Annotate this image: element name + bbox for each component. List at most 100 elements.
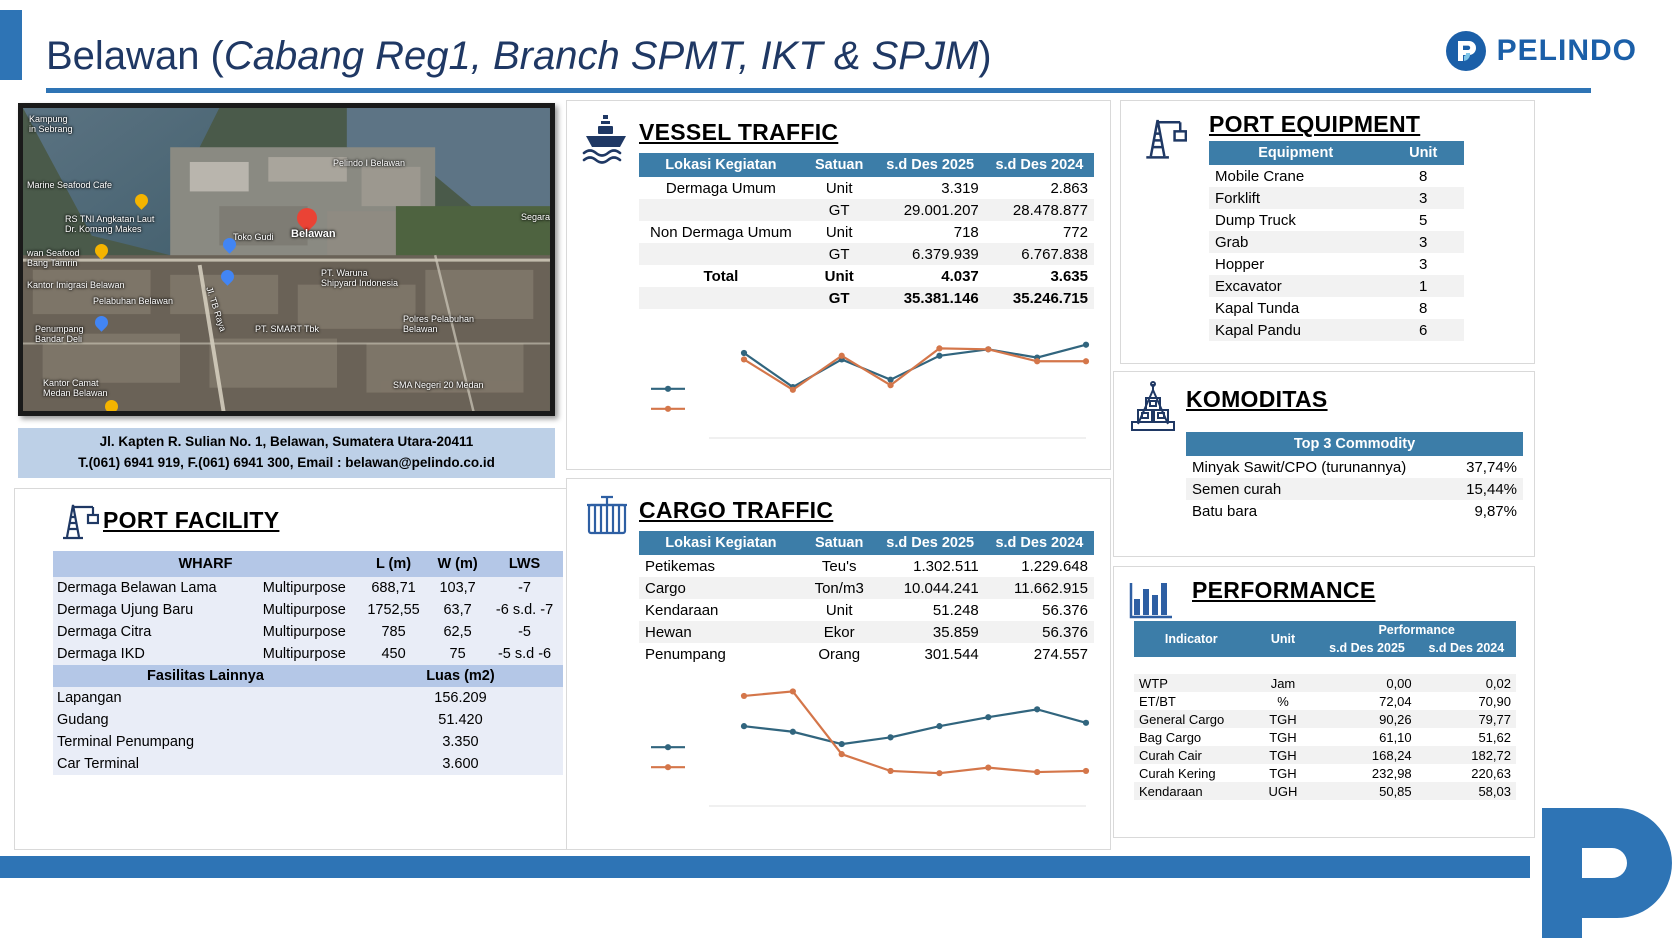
ct-location: Penumpang	[645, 645, 726, 663]
pf-wharf-name: Dermaga Ujung Baru	[53, 599, 251, 621]
chart-point	[789, 386, 796, 393]
perf-indicator: WTP	[1139, 675, 1168, 691]
pf-wharf-name: Dermaga Citra	[53, 621, 251, 643]
footer-bar	[0, 856, 1530, 878]
pf-col-unit: Unit	[1248, 621, 1318, 657]
table-row: GT 29.001.207 28.478.877	[639, 199, 1094, 221]
perf-value-2025: 0,00	[1386, 675, 1412, 691]
table-row: Semen curah 15,44%	[1186, 478, 1523, 500]
ct-location: Cargo	[645, 579, 686, 597]
pf-col-2024: s.d Des 2024	[1416, 639, 1516, 657]
table-row: Dermaga Umum Unit 3.319 2.863	[639, 177, 1094, 199]
eq-col-unit: Unit	[1382, 141, 1464, 165]
vt-value-2025: 29.001.207	[903, 201, 979, 219]
pf-col-performance-group: Performance	[1317, 621, 1516, 639]
vt-value-2025: 6.379.939	[912, 245, 979, 263]
eq-unit: 3	[1419, 189, 1428, 207]
perf-value-2024: 51,62	[1478, 729, 1511, 745]
page-title-italic: Cabang Reg1, Branch SPMT, IKT & SPJM	[223, 34, 979, 78]
ct-unit: Ton/m3	[814, 579, 864, 597]
port-facility-table: WHARF L (m) W (m) LWS Dermaga Belawan La…	[53, 551, 563, 775]
ct-value-2024: 1.229.648	[1021, 557, 1088, 575]
vt-value-2024: 28.478.877	[1012, 201, 1088, 219]
address-block: Jl. Kapten R. Sulian No. 1, Belawan, Sum…	[18, 428, 555, 478]
pelindo-corner-mark-icon	[1542, 808, 1672, 938]
brand-logo: PELINDO	[1445, 30, 1637, 72]
port-facility-body: Dermaga Belawan Lama Multipurpose 688,71 10…	[53, 577, 563, 775]
chart-point	[1082, 358, 1090, 365]
chart-point	[740, 356, 748, 363]
table-spacer-row	[1134, 657, 1516, 674]
chart-point	[936, 345, 943, 352]
map-label: Segara	[521, 212, 551, 222]
ct-unit: Ekor	[823, 623, 855, 641]
perf-unit: TGH	[1269, 747, 1297, 763]
vt-col-2025: s.d Des 2025	[875, 153, 985, 177]
komoditas-card: KOMODITAS Top 3 Commodity Minyak Sawit/C…	[1113, 371, 1535, 557]
table-row: Terminal Penumpang 3.350	[53, 731, 563, 753]
ct-location: Kendaraan	[645, 601, 719, 619]
vt-unit: GT	[828, 245, 850, 263]
pf-other-name: Car Terminal	[53, 753, 358, 775]
table-row: Kendaraan UGH 50,85 58,03	[1134, 782, 1516, 800]
table-header-row: s.d Des 2025 s.d Des 2024	[1134, 639, 1516, 657]
ct-value-2025: 301.544	[924, 645, 979, 663]
table-row: Kapal Tunda 8	[1209, 297, 1464, 319]
eq-unit: 3	[1419, 255, 1428, 273]
performance-body: WTP Jam 0,00 0,02 ET/BT% 72,04 70,90 General Ca…	[1134, 657, 1516, 800]
chart-line-1	[743, 708, 1087, 746]
table-row: Excavator 1	[1209, 275, 1464, 297]
eq-name: Grab	[1215, 233, 1249, 251]
vt-location	[639, 243, 803, 265]
chart-legend-marker	[664, 764, 672, 771]
table-header-row: Lokasi Kegiatan Satuan s.d Des 2025 s.d …	[639, 531, 1094, 555]
pf-other-value: 3.350	[357, 731, 563, 753]
table-row: Lapangan 156.209	[53, 687, 563, 709]
bar-chart-icon	[1129, 583, 1172, 619]
eq-name: Excavator	[1215, 277, 1282, 295]
chart-point	[936, 723, 943, 730]
chart-line-2	[743, 347, 1086, 392]
container-icon	[587, 495, 627, 535]
perf-value-2024: 58,03	[1478, 783, 1511, 799]
cargo-traffic-body: Petikemas Teu's 1.302.511 1.229.648 Cargo Ton…	[639, 555, 1094, 665]
chart-point	[789, 728, 796, 735]
eq-name: Kapal Tunda	[1215, 299, 1300, 317]
map-label: SMA Negeri 20 Medan	[393, 380, 484, 390]
pf-other-value: 156.209	[357, 687, 563, 709]
pf-sub-area: Luas (m2)	[357, 665, 563, 687]
perf-unit: Jam	[1270, 675, 1296, 691]
vt-location: Non Dermaga Umum	[650, 223, 792, 241]
ct-unit: Orang	[818, 645, 861, 663]
map-label: Toko Gudi	[233, 232, 274, 242]
performance-table: Indicator Unit Performance s.d Des 2025 …	[1134, 621, 1516, 800]
vt-value-2024: 3.635	[1050, 267, 1088, 285]
corner-decoration	[1522, 808, 1672, 938]
chart-point	[985, 346, 992, 353]
vt-col-unit: Satuan	[802, 153, 876, 177]
perf-unit: TGH	[1269, 729, 1297, 745]
chart-point	[740, 349, 748, 357]
pf-wharf-type: Multipurpose	[250, 577, 358, 599]
vessel-traffic-chart	[639, 316, 1094, 456]
perf-value-2024: 70,90	[1478, 693, 1511, 709]
perf-value-2024: 182,72	[1471, 747, 1511, 763]
ct-unit: Teu's	[821, 557, 857, 575]
ct-value-2025: 1.302.511	[913, 557, 979, 575]
eq-name: Hopper	[1215, 255, 1265, 273]
pf-wharf-width: 103,7	[429, 577, 487, 599]
table-row: Cargo Ton/m3 10.044.241 11.662.915	[639, 577, 1094, 599]
perf-value-2024: 79,77	[1478, 711, 1511, 727]
chart-point	[1082, 341, 1090, 348]
pf-col-wharf: WHARF	[53, 551, 358, 577]
perf-value-2025: 61,10	[1379, 729, 1412, 745]
pf-wharf-lws: -6 s.d. -7	[486, 599, 563, 621]
pf-sub-facility: Fasilitas Lainnya	[53, 665, 358, 687]
table-row: Grab 3	[1209, 231, 1464, 253]
table-row: Mobile Crane 8	[1209, 165, 1464, 187]
chart-line-2	[743, 690, 1087, 775]
chart-legend-marker	[664, 385, 672, 392]
map-container[interactable]: Kampung in Sebrang Marine Seafood Cafe Pe…	[18, 103, 555, 416]
cargo-traffic-card: CARGO TRAFFIC Lokasi Kegiatan Satuan s.d…	[566, 478, 1111, 850]
pf-col-indicator: Indicator	[1134, 621, 1249, 657]
